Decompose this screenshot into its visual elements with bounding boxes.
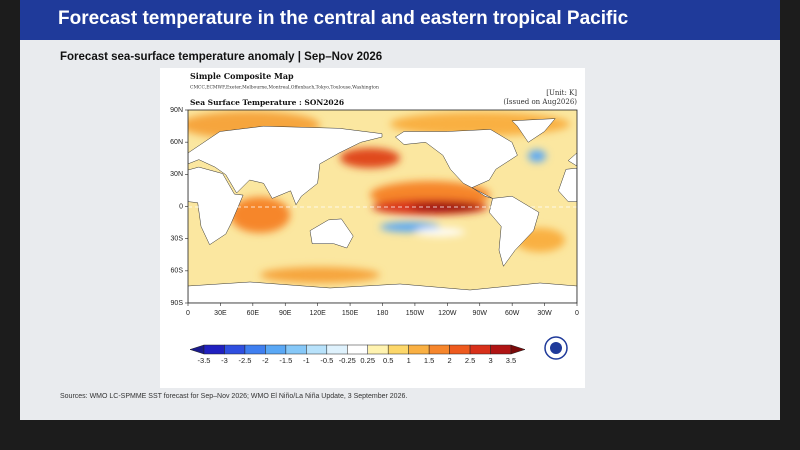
lat-label: 30N bbox=[170, 171, 183, 178]
lat-label: 60N bbox=[170, 139, 183, 146]
logo-globe bbox=[550, 342, 562, 354]
colorbar-label: -3 bbox=[221, 356, 228, 365]
colorbar-cell bbox=[244, 344, 266, 355]
colorbar-label: 3.5 bbox=[506, 356, 516, 365]
anomaly-blob bbox=[410, 203, 480, 211]
colorbar-cell bbox=[469, 344, 491, 355]
antarctica bbox=[188, 281, 577, 303]
lon-label: 30E bbox=[214, 310, 227, 317]
colorbar: -3.5 -3 -2.5 -2 -1.5 -1 -0.5 -0.25 0.25 0.5 1 1.5 2 2… bbox=[189, 344, 526, 365]
lon-label: 90W bbox=[473, 310, 488, 317]
colorbar-label: -1.5 bbox=[279, 356, 292, 365]
anomaly-blob bbox=[230, 197, 290, 233]
map-models: CMCC,ECMWF,Exeter,Melbourne,Montreal,Off… bbox=[190, 85, 379, 91]
colorbar-cell bbox=[265, 344, 287, 355]
colorbar-label: -2 bbox=[262, 356, 269, 365]
south-america bbox=[489, 195, 540, 267]
land bbox=[188, 118, 577, 303]
header-band bbox=[20, 0, 780, 40]
anomaly-blob bbox=[415, 228, 465, 236]
colorbar-extend bbox=[510, 344, 526, 355]
colorbar-label: 1 bbox=[407, 356, 411, 365]
lat-label: 90N bbox=[170, 107, 183, 114]
lon-label: 0 bbox=[186, 310, 190, 317]
colorbar-label: 0.25 bbox=[360, 356, 375, 365]
colorbar-label: -1 bbox=[303, 356, 310, 365]
map-panel-title: Sea Surface Temperature : SON2026 bbox=[190, 98, 344, 107]
colorbar-cell bbox=[490, 344, 512, 355]
lon-label: 150E bbox=[342, 310, 359, 317]
lat-label: 60S bbox=[171, 268, 184, 275]
colorbar-cell bbox=[367, 344, 389, 355]
colorbar-label: -0.5 bbox=[320, 356, 333, 365]
lon-label: 0 bbox=[575, 310, 579, 317]
colorbar-cell bbox=[428, 344, 450, 355]
anomaly-blob bbox=[528, 150, 546, 162]
lat-label: 90S bbox=[171, 300, 184, 307]
lat-label: 0 bbox=[179, 203, 183, 210]
colorbar-label: 2.5 bbox=[465, 356, 475, 365]
lon-label: 60W bbox=[505, 310, 520, 317]
north-america bbox=[394, 129, 518, 199]
colorbar-cell bbox=[224, 344, 246, 355]
anomaly-field bbox=[188, 110, 577, 303]
lon-label: 90E bbox=[279, 310, 292, 317]
colorbar-cell bbox=[203, 344, 225, 355]
colorbar-cell bbox=[347, 344, 368, 355]
eurasia bbox=[188, 125, 383, 206]
colorbar-cell bbox=[285, 344, 307, 355]
subtitle: Forecast sea-surface temperature anomaly… bbox=[60, 51, 382, 63]
colorbar-label: -3.5 bbox=[198, 356, 211, 365]
map-issued: (Issued on Aug2026) bbox=[503, 98, 577, 106]
australia bbox=[309, 218, 354, 249]
lon-label: 120W bbox=[438, 310, 457, 317]
lon-label: 120E bbox=[309, 310, 326, 317]
lon-label: 30W bbox=[537, 310, 552, 317]
colorbar-label: 1.5 bbox=[424, 356, 434, 365]
colorbar-cell bbox=[306, 344, 328, 355]
anomaly-blob bbox=[340, 148, 400, 168]
lon-label: 150W bbox=[406, 310, 425, 317]
source-note: Sources: WMO LC-SPMME SST forecast for S… bbox=[60, 393, 407, 400]
lat-label: 30S bbox=[171, 236, 184, 243]
colorbar-cell bbox=[408, 344, 430, 355]
colorbar-label: -2.5 bbox=[238, 356, 251, 365]
colorbar-label: 0.5 bbox=[383, 356, 393, 365]
lon-label: 180 bbox=[377, 310, 389, 317]
map-unit: [Unit: K] bbox=[546, 89, 577, 97]
header-title: Forecast temperature in the central and … bbox=[58, 8, 629, 29]
map-title: Simple Composite Map bbox=[190, 71, 294, 81]
colorbar-cell bbox=[387, 344, 409, 355]
colorbar-cell bbox=[326, 344, 348, 355]
colorbar-label: 3 bbox=[488, 356, 492, 365]
lon-label: 60E bbox=[247, 310, 260, 317]
africa bbox=[188, 166, 244, 246]
wmo-logo bbox=[544, 336, 568, 360]
colorbar-label: 2 bbox=[448, 356, 452, 365]
logo-ring bbox=[544, 336, 568, 360]
anomaly-blob bbox=[260, 267, 380, 283]
colorbar-label: -0.25 bbox=[339, 356, 356, 365]
greenland bbox=[511, 118, 556, 143]
colorbar-cell bbox=[449, 344, 471, 355]
